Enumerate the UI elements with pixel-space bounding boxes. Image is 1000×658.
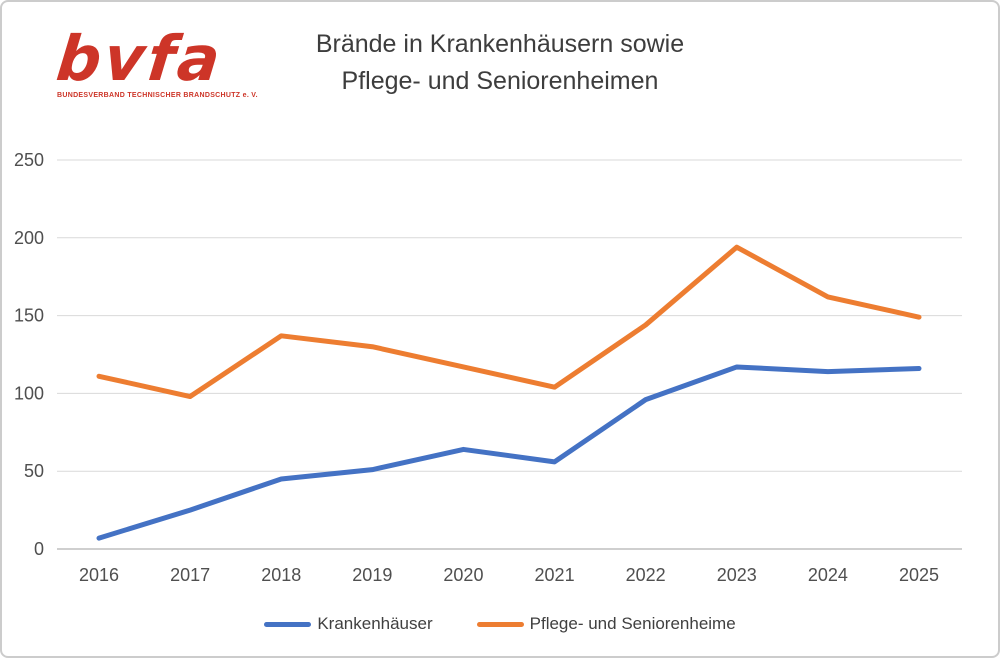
legend-label-pflegeheime: Pflege- und Seniorenheime (529, 614, 736, 633)
x-tick-label: 2019 (352, 565, 392, 585)
x-tick-label: 2020 (443, 565, 483, 585)
chart-title: Brände in Krankenhäusern sowie Pflege- u… (2, 26, 998, 100)
legend-label-krankenhaeuser: Krankenhäuser (317, 614, 433, 633)
x-tick-label: 2017 (170, 565, 210, 585)
x-tick-label: 2021 (535, 565, 575, 585)
chart-title-line1: Brände in Krankenhäusern sowie (315, 30, 685, 58)
chart-legend: Krankenhäuser Pflege- und Seniorenheime (2, 614, 998, 634)
x-tick-label: 2023 (717, 565, 757, 585)
x-tick-label: 2025 (899, 565, 939, 585)
bvfa-logo-subtitle: BUNDESVERBAND TECHNISCHER BRANDSCHUTZ e.… (57, 92, 258, 99)
y-tick-label: 250 (14, 150, 44, 170)
chart-line-krankenh-user (96, 364, 922, 541)
chart-title-line2: Pflege- und Seniorenheimen (341, 67, 659, 95)
legend-swatch-pflegeheime (476, 621, 524, 627)
y-tick-label: 0 (34, 539, 44, 559)
y-tick-label: 100 (14, 383, 44, 403)
y-tick-label: 50 (24, 461, 44, 481)
chart-line-pflege-und-seniorenheime (96, 244, 922, 400)
y-tick-label: 200 (14, 228, 44, 248)
x-tick-label: 2024 (808, 565, 848, 585)
legend-item-krankenhaeuser: Krankenhäuser (264, 614, 433, 634)
x-tick-label: 2018 (261, 565, 301, 585)
x-tick-label: 2022 (626, 565, 666, 585)
legend-item-pflegeheime: Pflege- und Seniorenheime (476, 614, 736, 634)
bvfa-logo: bvfa BUNDESVERBAND TECHNISCHER BRANDSCHU… (53, 22, 258, 99)
legend-swatch-krankenhaeuser (264, 621, 312, 627)
x-tick-label: 2016 (79, 565, 119, 585)
y-tick-label: 150 (14, 306, 44, 326)
